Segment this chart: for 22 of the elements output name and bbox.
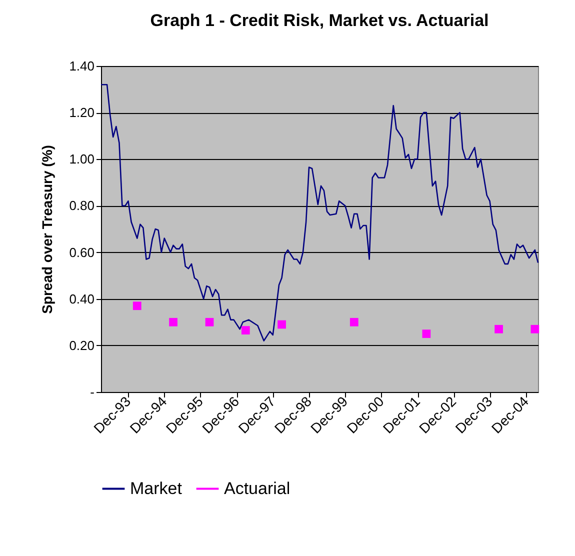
point (422, 330, 431, 338)
y-tick-label: 0.80 (69, 198, 94, 214)
y-tick-label: - (90, 384, 94, 400)
point (169, 318, 178, 326)
point (205, 318, 214, 326)
chart-title: Graph 1 - Credit Risk, Market vs. Actuarial (150, 11, 489, 30)
y-tick-label: 0.40 (69, 291, 94, 306)
point (494, 324, 503, 334)
legend-label: Market (130, 478, 182, 498)
point (132, 302, 142, 310)
y-tick-label: 1.00 (69, 152, 94, 167)
y-tick-label: 0.20 (69, 338, 94, 353)
line-series (100, 84, 539, 342)
point (241, 326, 250, 334)
point (278, 320, 286, 329)
y-tick-label: 0.60 (69, 244, 94, 260)
legend-label: Actuarial (224, 478, 290, 498)
y-tick-label: 1.40 (69, 58, 94, 74)
y-tick-label: 1.20 (69, 105, 94, 120)
point (350, 318, 358, 326)
point (530, 324, 540, 334)
y-axis-title: Spread over Treasury (%) (39, 145, 56, 314)
